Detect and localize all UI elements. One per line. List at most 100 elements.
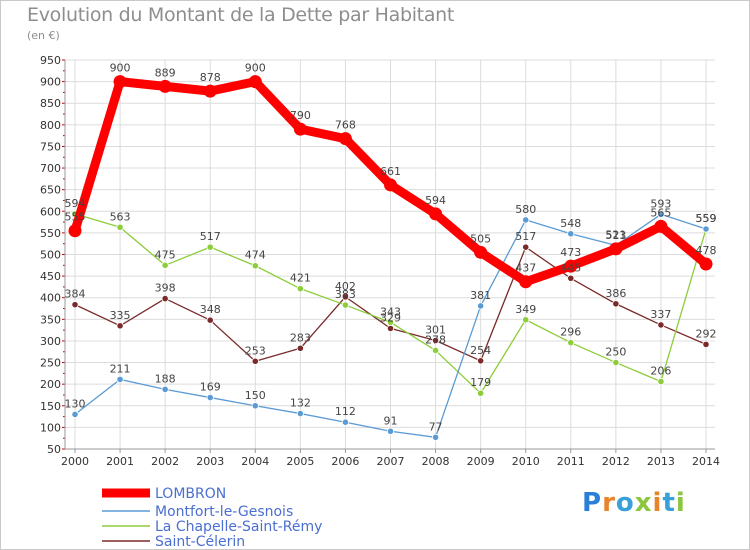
x-tick-label: 2000 — [61, 455, 89, 468]
data-label: 250 — [605, 346, 626, 359]
data-label: 565 — [650, 206, 671, 219]
y-tick-labels: 50 100 150 200 250 300 350 400 450 500 550 600 650 70… — [40, 54, 61, 456]
data-label: 112 — [335, 405, 356, 418]
data-label: 445 — [560, 261, 581, 274]
x-tick-label: 2010 — [512, 455, 540, 468]
data-label: 130 — [65, 397, 86, 410]
data-label: 478 — [696, 244, 717, 257]
x-tick-label: 2004 — [241, 455, 269, 468]
chart-subtitle: (en €) — [27, 29, 60, 42]
data-label: 398 — [155, 282, 176, 295]
data-point — [296, 409, 304, 418]
y-tick-label: 500 — [40, 249, 61, 262]
y-tick-label: 350 — [40, 313, 61, 326]
legend-label: Montfort-le-Gesnois — [155, 504, 293, 520]
data-point — [477, 357, 485, 365]
y-tick-label: 450 — [40, 270, 61, 283]
data-point — [341, 418, 350, 426]
data-point — [522, 243, 530, 251]
data-point — [429, 207, 443, 221]
x-tick-label: 2008 — [422, 455, 450, 468]
data-label: 301 — [425, 324, 446, 337]
y-tick-label: 50 — [47, 443, 61, 456]
data-label: 580 — [515, 203, 536, 216]
data-label: 329 — [380, 311, 401, 324]
data-label: 474 — [245, 249, 266, 262]
data-label: 169 — [200, 381, 221, 394]
data-point — [654, 219, 668, 233]
data-label: 559 — [696, 212, 717, 225]
data-point — [522, 216, 530, 224]
axes — [62, 59, 715, 453]
data-label: 91 — [384, 414, 398, 427]
logo-letter: i — [652, 488, 663, 518]
y-tick-label: 300 — [40, 335, 61, 348]
data-point — [567, 274, 575, 282]
data-label: 594 — [425, 194, 446, 207]
data-point — [68, 224, 82, 238]
data-point — [657, 377, 665, 386]
data-point — [248, 75, 262, 89]
data-point — [386, 318, 395, 326]
y-tick-label: 850 — [40, 97, 61, 110]
data-point — [386, 324, 395, 333]
y-tick-label: 900 — [40, 76, 61, 89]
data-label: 348 — [200, 303, 221, 316]
logo-letter: r — [602, 488, 616, 518]
data-label: 437 — [515, 262, 536, 275]
data-point — [206, 393, 214, 402]
data-label: 473 — [560, 246, 581, 259]
data-point — [702, 340, 710, 349]
data-point — [567, 230, 575, 238]
x-tick-labels: 2000 2001 2002 2003 2004 2005 2006 2007 2008 2009… — [61, 455, 720, 468]
logo-letter: o — [615, 488, 635, 518]
data-point — [657, 321, 665, 329]
data-point — [158, 79, 172, 93]
data-point — [251, 357, 259, 365]
legend-label: LOMBRON — [155, 486, 226, 502]
y-tick-label: 200 — [40, 378, 61, 391]
data-point — [296, 285, 304, 293]
data-point — [657, 210, 665, 218]
data-point — [431, 433, 440, 441]
y-tick-label: 700 — [40, 162, 61, 175]
data-label: 381 — [470, 289, 491, 302]
data-point — [161, 385, 169, 393]
data-label: 505 — [470, 232, 491, 245]
data-label: 790 — [290, 109, 311, 122]
logo-letter: i — [675, 488, 686, 518]
logo-letter: P — [582, 488, 603, 518]
data-point — [71, 301, 79, 309]
data-point — [71, 410, 79, 419]
data-label: 593 — [650, 197, 671, 210]
data-point — [431, 336, 440, 345]
y-tick-label: 800 — [40, 119, 61, 132]
x-tick-label: 2011 — [557, 455, 585, 468]
data-label: 150 — [245, 389, 266, 402]
data-label: 661 — [380, 165, 401, 178]
x-tick-label: 2009 — [467, 455, 495, 468]
data-label: 475 — [155, 248, 176, 261]
logo-letter: t — [662, 488, 676, 518]
data-label: 517 — [515, 230, 536, 243]
data-label: 402 — [335, 280, 356, 293]
data-label: 383 — [335, 288, 356, 301]
data-point — [612, 358, 620, 367]
data-label: 768 — [335, 119, 356, 132]
data-point — [384, 178, 397, 192]
y-tick-label: 550 — [40, 227, 61, 240]
data-point — [203, 84, 217, 98]
data-label: 900 — [110, 62, 131, 75]
data-label: 555 — [65, 211, 86, 224]
data-label: 188 — [155, 372, 176, 385]
legend-label: La Chapelle-Saint-Rémy — [155, 519, 322, 535]
data-label: 132 — [290, 397, 311, 410]
data-point — [564, 259, 578, 273]
data-label: 349 — [515, 303, 536, 316]
data-label: 206 — [650, 365, 671, 378]
x-tick-label: 2006 — [331, 455, 359, 468]
data-point — [251, 402, 259, 410]
data-label: 179 — [470, 376, 491, 389]
